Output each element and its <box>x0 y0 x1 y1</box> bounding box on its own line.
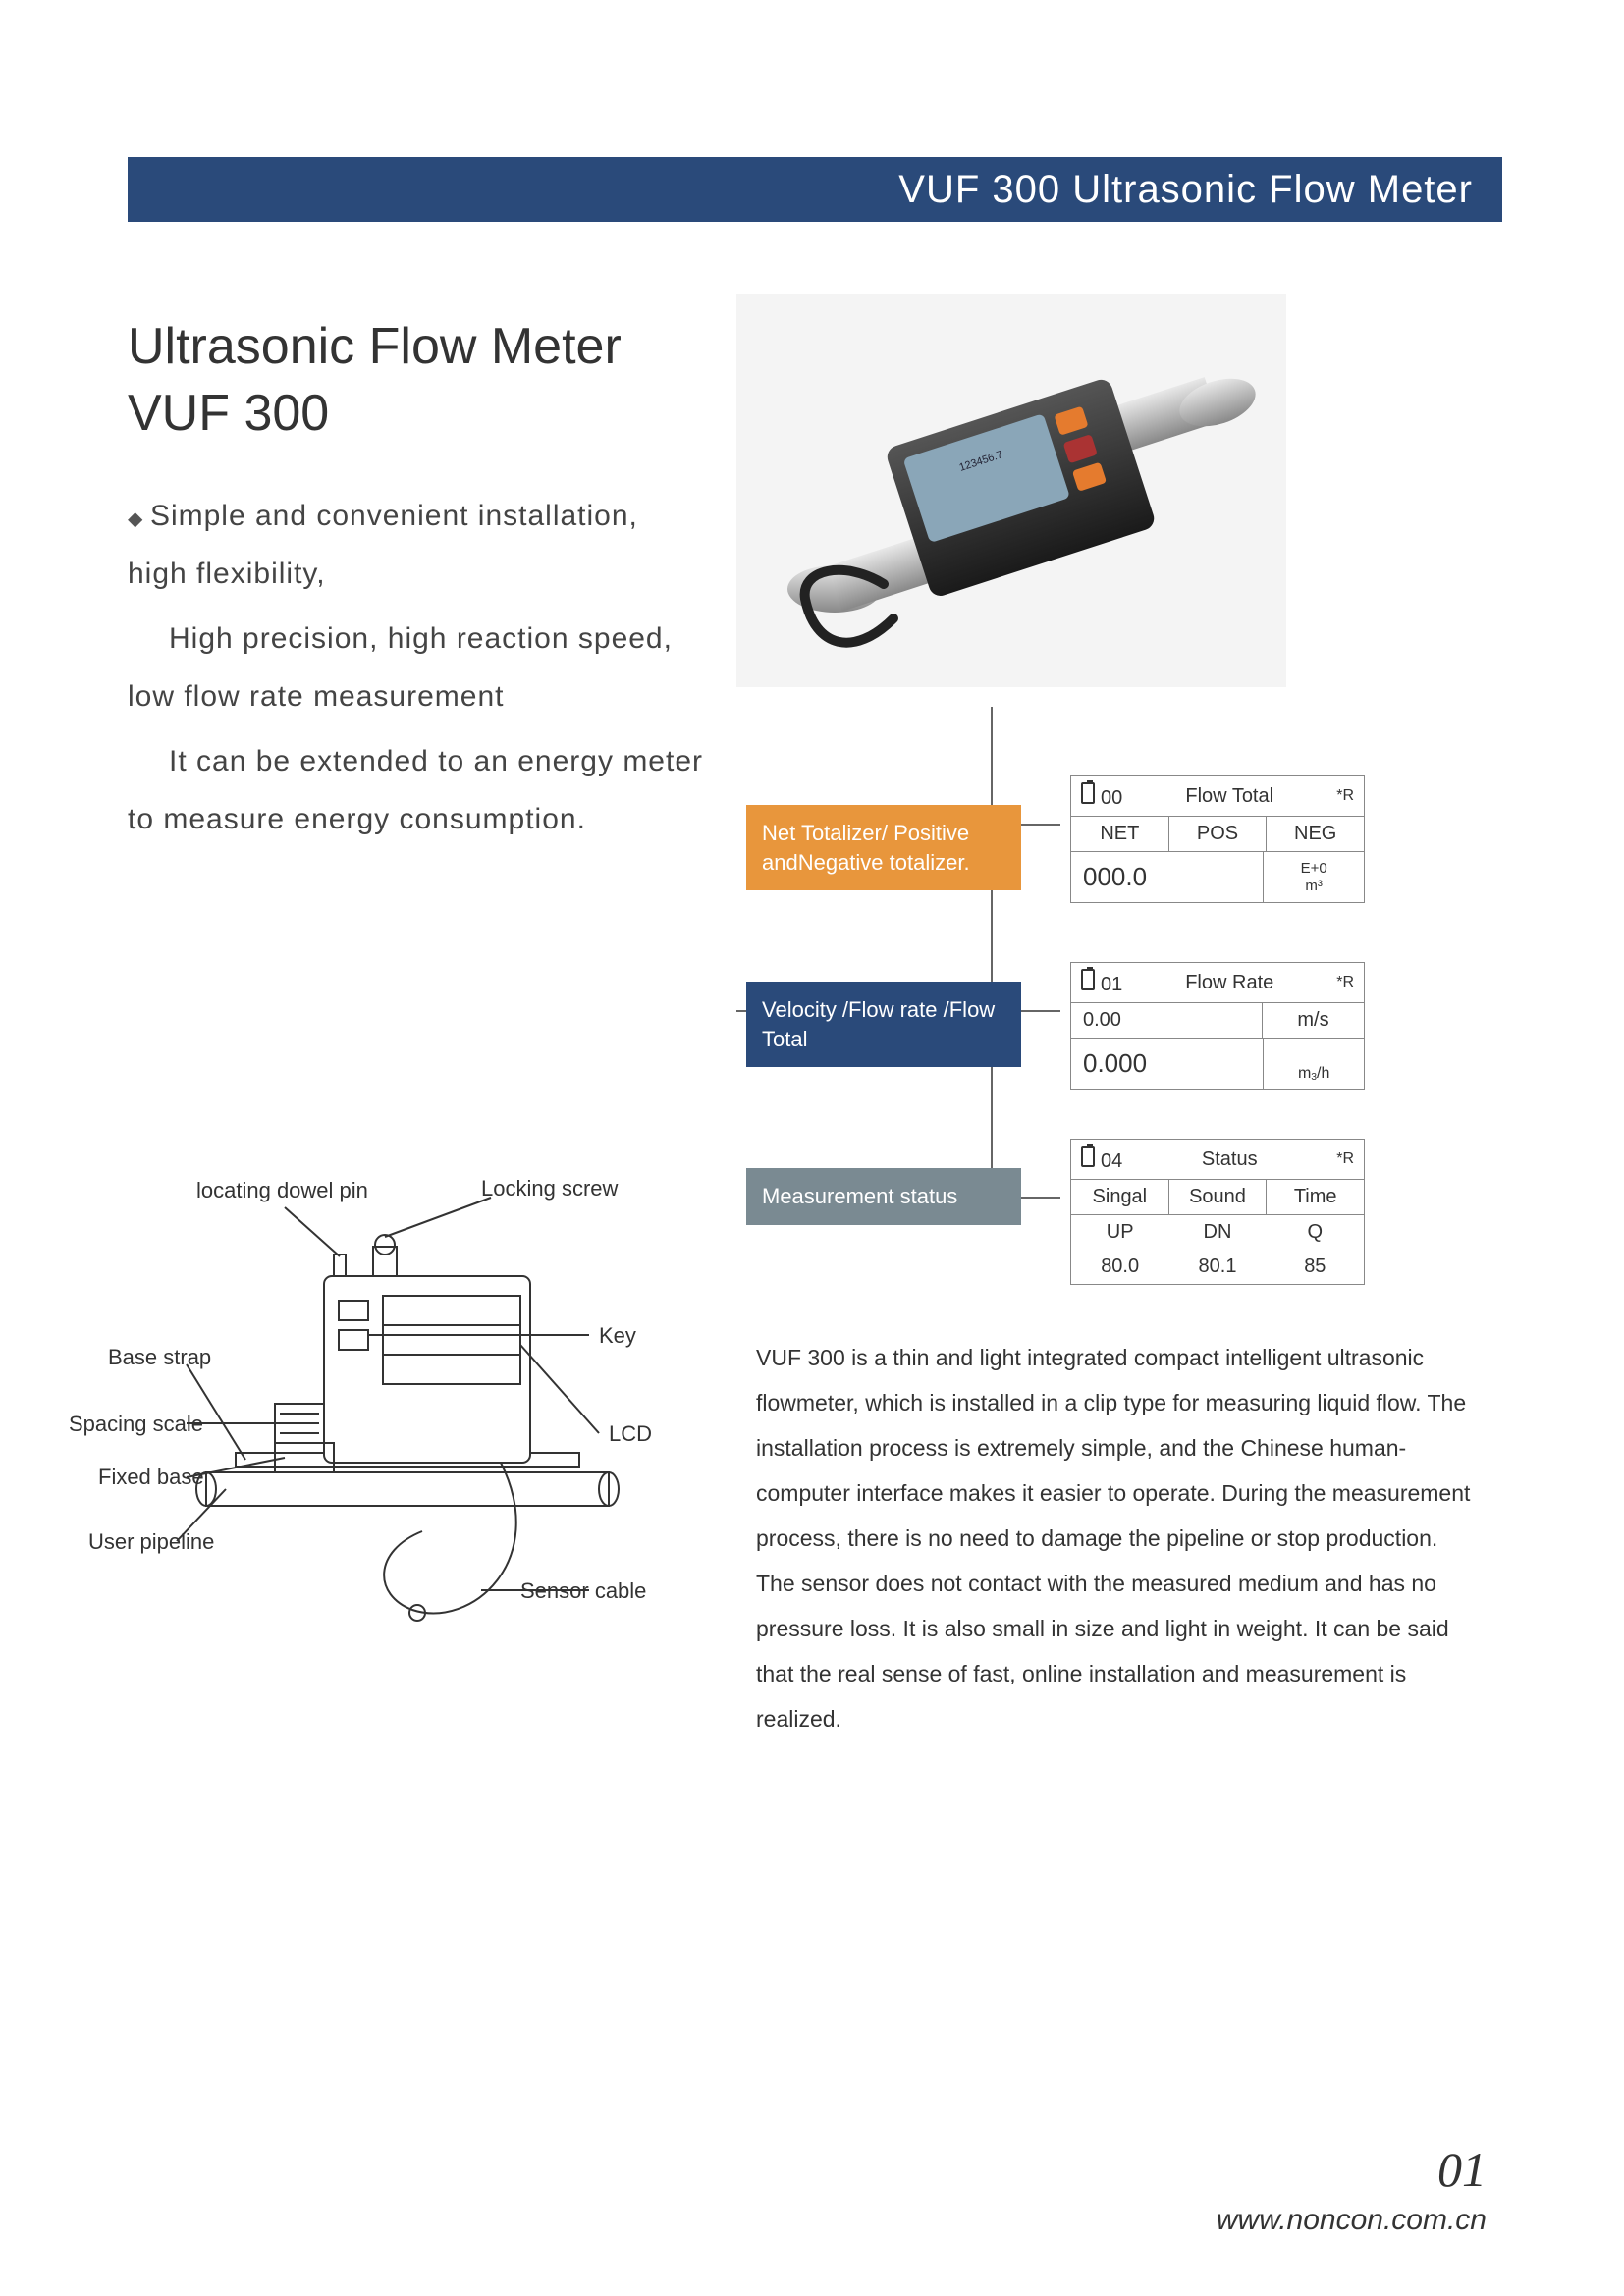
page-title: Ultrasonic Flow Meter VUF 300 <box>128 314 815 447</box>
callout-status: Measurement status <box>746 1168 1021 1225</box>
battery-icon <box>1081 969 1095 990</box>
lcd1-neg: NEG <box>1267 817 1364 851</box>
battery-icon <box>1081 1146 1095 1167</box>
lcd3-v2: 80.1 <box>1168 1250 1266 1284</box>
lcd2-v2: 0.000 <box>1071 1039 1264 1089</box>
lcd1-value: 000.0 <box>1071 852 1264 902</box>
lcd1-net: NET <box>1071 817 1169 851</box>
lcd3-h3: Time <box>1267 1180 1364 1214</box>
label-spacing: Spacing scale <box>69 1412 203 1437</box>
lcd1-pos: POS <box>1169 817 1268 851</box>
callout-totalizer: Net Totalizer/ Positive andNegative tota… <box>746 805 1021 890</box>
feature-3b: to measure energy consumption. <box>128 794 736 846</box>
feature-2a: High precision, high reaction speed, <box>128 614 736 666</box>
label-user-pipeline: User pipeline <box>88 1529 214 1555</box>
label-sensor-cable: Sensor cable <box>520 1578 646 1604</box>
label-key: Key <box>599 1323 636 1349</box>
page-number: 01 <box>1437 2141 1487 2198</box>
lcd3-v1: 80.0 <box>1071 1250 1168 1284</box>
title-line2: VUF 300 <box>128 385 329 442</box>
lcd1-code: 00 <box>1101 787 1122 809</box>
lcd3-up: UP <box>1071 1215 1168 1250</box>
header-bar: VUF 300 Ultrasonic Flow Meter <box>128 157 1502 222</box>
lcd1-unit: E+0 m³ <box>1264 852 1364 902</box>
lcd2-u2: m3/h <box>1264 1039 1364 1089</box>
lcd2-u1: m/s <box>1263 1003 1364 1038</box>
feature-1b: high flexibility, <box>128 549 736 601</box>
feature-1a: Simple and convenient installation, <box>128 491 736 543</box>
lcd2-code: 01 <box>1101 974 1122 995</box>
label-base-strap: Base strap <box>108 1345 211 1370</box>
product-illustration: 123456.7 <box>736 294 1286 687</box>
feature-list: Simple and convenient installation, high… <box>128 491 736 851</box>
title-line1: Ultrasonic Flow Meter <box>128 318 622 375</box>
label-locking: Locking screw <box>481 1176 618 1201</box>
lcd2-r: *R <box>1336 974 1354 991</box>
feature-2b: low flow rate measurement <box>128 671 736 723</box>
lcd-panel-status: 04 Status *R Singal Sound Time UP DN Q 8… <box>1070 1139 1365 1285</box>
label-locating: locating dowel pin <box>196 1178 368 1203</box>
lcd3-h2: Sound <box>1169 1180 1268 1214</box>
lcd3-code: 04 <box>1101 1150 1122 1172</box>
lcd2-v1: 0.00 <box>1071 1003 1263 1038</box>
lcd3-r: *R <box>1336 1150 1354 1168</box>
lcd3-h1: Singal <box>1071 1180 1169 1214</box>
callout-velocity: Velocity /Flow rate /Flow Total <box>746 982 1021 1067</box>
lcd-panel-flow-total: 00 Flow Total *R NET POS NEG 000.0 E+0 m… <box>1070 775 1365 903</box>
device-diagram: locating dowel pin Locking screw Base st… <box>128 1148 687 1708</box>
label-lcd: LCD <box>609 1421 652 1447</box>
label-fixed-base: Fixed base <box>98 1465 204 1490</box>
lcd1-r: *R <box>1336 787 1354 805</box>
lcd3-q: Q <box>1267 1215 1364 1250</box>
battery-icon <box>1081 782 1095 804</box>
description-paragraph: VUF 300 is a thin and light integrated c… <box>756 1335 1473 1741</box>
lcd-panel-flow-rate: 01 Flow Rate *R 0.00 m/s 0.000 m3/h <box>1070 962 1365 1090</box>
footer-website: www.noncon.com.cn <box>1217 2204 1487 2237</box>
feature-3a: It can be extended to an energy meter <box>128 736 736 788</box>
lcd3-dn: DN <box>1168 1215 1266 1250</box>
page-title-block: Ultrasonic Flow Meter VUF 300 <box>128 314 815 447</box>
lcd1-title: Flow Total <box>1122 785 1336 808</box>
lcd3-v3: 85 <box>1267 1250 1364 1284</box>
lcd2-title: Flow Rate <box>1122 972 1336 994</box>
header-title: VUF 300 Ultrasonic Flow Meter <box>898 168 1473 212</box>
product-photo: 123456.7 <box>736 294 1286 687</box>
lcd3-title: Status <box>1122 1148 1336 1171</box>
